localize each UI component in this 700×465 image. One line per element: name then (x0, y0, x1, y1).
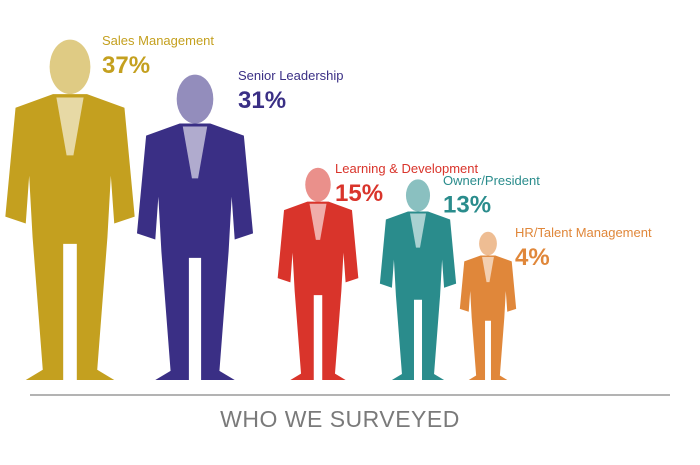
shirt (182, 126, 208, 179)
head (176, 74, 214, 124)
body (459, 255, 517, 380)
category-label: Owner/President (443, 173, 540, 188)
shirt (309, 203, 327, 240)
shirt (409, 213, 427, 248)
value-label: 13% (443, 192, 491, 219)
person-figure (459, 231, 517, 380)
person-figure (379, 179, 457, 380)
person-figure (136, 74, 254, 380)
value-label: 37% (102, 52, 150, 79)
chart-title: WHO WE SURVEYED (220, 406, 460, 432)
body (5, 94, 135, 381)
shirt (56, 97, 84, 156)
body (277, 201, 359, 380)
category-label: Sales Management (102, 33, 214, 48)
value-label: 4% (515, 244, 550, 271)
value-label: 31% (238, 87, 286, 114)
head (49, 39, 91, 95)
head (305, 167, 331, 202)
value-label: 15% (335, 180, 383, 207)
body (136, 123, 254, 380)
person-figure (5, 39, 135, 381)
category-label: Learning & Development (335, 161, 478, 176)
person-figure (277, 167, 359, 380)
head (479, 231, 497, 256)
body (379, 211, 457, 380)
category-label: HR/Talent Management (515, 225, 652, 240)
category-label: Senior Leadership (238, 68, 344, 83)
head (405, 179, 431, 212)
shirt (482, 256, 494, 283)
